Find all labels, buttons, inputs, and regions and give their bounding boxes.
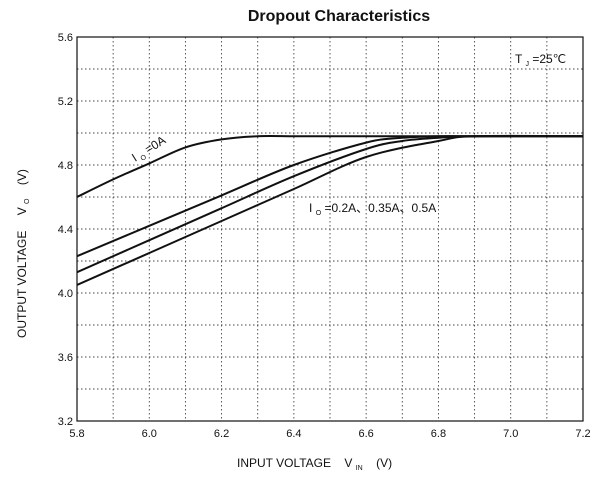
y-tick-label: 3.2 (58, 416, 73, 428)
x-tick-label: 5.8 (69, 428, 84, 440)
y-tick-label: 4.4 (58, 224, 73, 236)
y-tick-label: 5.2 (58, 96, 73, 108)
x-axis-label-sub: IN (356, 465, 363, 472)
series-rest-label-sub: O (316, 210, 322, 217)
temperature-label-sub: J (525, 61, 529, 68)
x-tick-label: 6.4 (286, 428, 301, 440)
x-tick-label: 6.0 (142, 428, 157, 440)
series-rest-label-symbol: I (309, 201, 312, 215)
y-axis-label: OUTPUT VOLTAGE V O (V) (15, 169, 32, 338)
series-line-0 (77, 134, 583, 198)
x-axis-label-main: INPUT VOLTAGE (237, 456, 331, 470)
y-axis-label-main: OUTPUT VOLTAGE (15, 231, 29, 338)
plot-area (76, 36, 584, 422)
series-0-label-symbol: I (129, 151, 139, 165)
y-tick-label: 5.6 (58, 32, 73, 44)
y-gridlines (77, 68, 583, 390)
y-tick-label: 4.8 (58, 160, 73, 172)
x-tick-label: 6.8 (431, 428, 446, 440)
x-tick-label: 7.0 (503, 428, 518, 440)
x-tick-label: 6.6 (358, 428, 373, 440)
series-line-3 (77, 134, 583, 286)
series-0-label-sub: O (140, 154, 149, 163)
y-tick-labels: 3.2 3.6 4.0 4.4 4.8 5.2 5.6 (58, 32, 73, 428)
y-axis-label-symbol: V (15, 207, 29, 215)
y-tick-label: 3.6 (58, 352, 73, 364)
series-0-label-value: =0A (142, 133, 168, 156)
x-tick-label: 6.2 (214, 428, 229, 440)
temperature-label-symbol: T (515, 52, 523, 66)
x-tick-label: 7.2 (575, 428, 590, 440)
series-lines (77, 134, 583, 286)
x-axis-label: INPUT VOLTAGE V IN (V) (237, 456, 392, 473)
temperature-label: T J =25℃ (515, 52, 566, 69)
series-rest-label-value: =0.2A、0.35A、0.5A (324, 201, 436, 215)
chart-title: Dropout Characteristics (248, 8, 430, 25)
x-axis-label-unit: (V) (376, 456, 392, 470)
x-tick-labels: 5.8 6.0 6.2 6.4 6.6 6.8 7.0 7.2 (69, 428, 590, 440)
y-axis-label-sub: O (24, 198, 31, 204)
x-axis-label-symbol: V (344, 456, 352, 470)
temperature-label-value: =25℃ (532, 52, 566, 66)
series-rest-label: I O =0.2A、0.35A、0.5A (309, 201, 436, 218)
y-tick-label: 4.0 (58, 288, 73, 300)
y-axis-label-unit: (V) (15, 169, 29, 185)
